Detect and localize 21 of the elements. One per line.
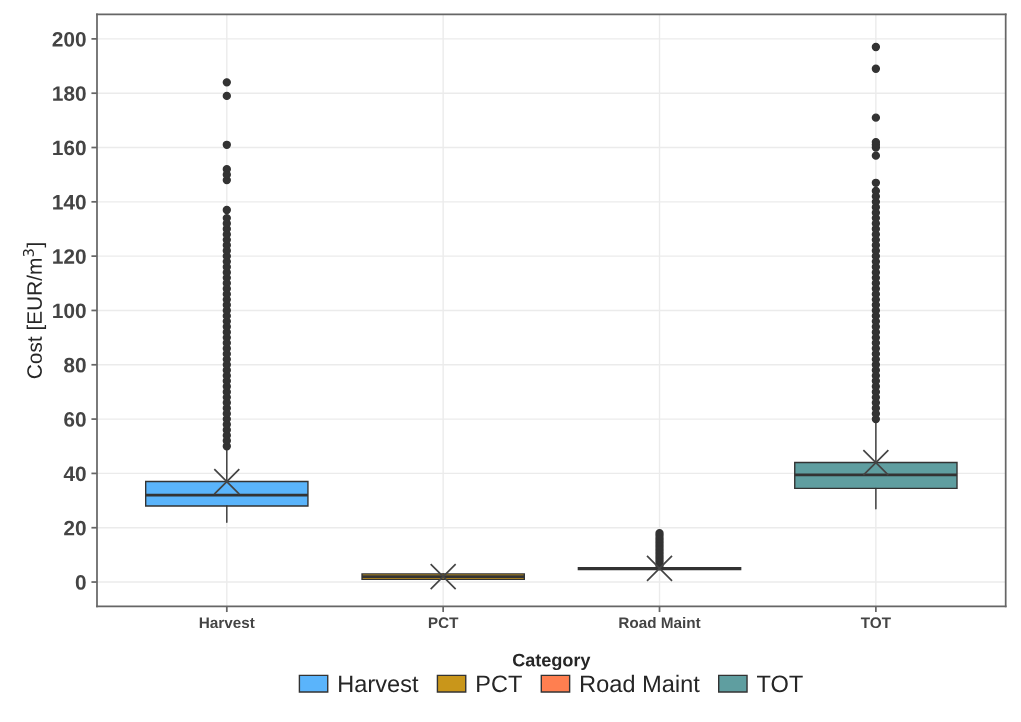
y-tick-label: 0 [75, 575, 86, 590]
x-tick-label: TOT [860, 617, 891, 629]
legend-label: TOT [757, 675, 803, 693]
y-tick-label: 60 [64, 412, 86, 427]
y-tick-label: 40 [63, 466, 86, 482]
legend-title: Category [512, 653, 591, 671]
x-tick-label: Harvest [199, 617, 255, 629]
y-tick-label: 140 [53, 194, 86, 210]
x-tick-label: Road Maint [619, 616, 701, 629]
y-tick-label: 100 [53, 303, 86, 319]
legend-label: Harvest [339, 675, 419, 693]
legend-label: Road Maint [581, 674, 700, 693]
y-tick-label: 200 [52, 31, 86, 47]
y-tick-label: 80 [64, 357, 86, 373]
y-tick-label: 180 [53, 86, 86, 101]
legend-label: PCT [477, 675, 522, 693]
x-tick-label: PCT [428, 617, 459, 629]
y-tick-label: 120 [53, 249, 86, 264]
y-axis-title: Cost [EUR/m$^{3}$] [22, 243, 47, 379]
y-tick-label: 160 [53, 140, 86, 156]
y-tick-label: 20 [64, 520, 86, 536]
